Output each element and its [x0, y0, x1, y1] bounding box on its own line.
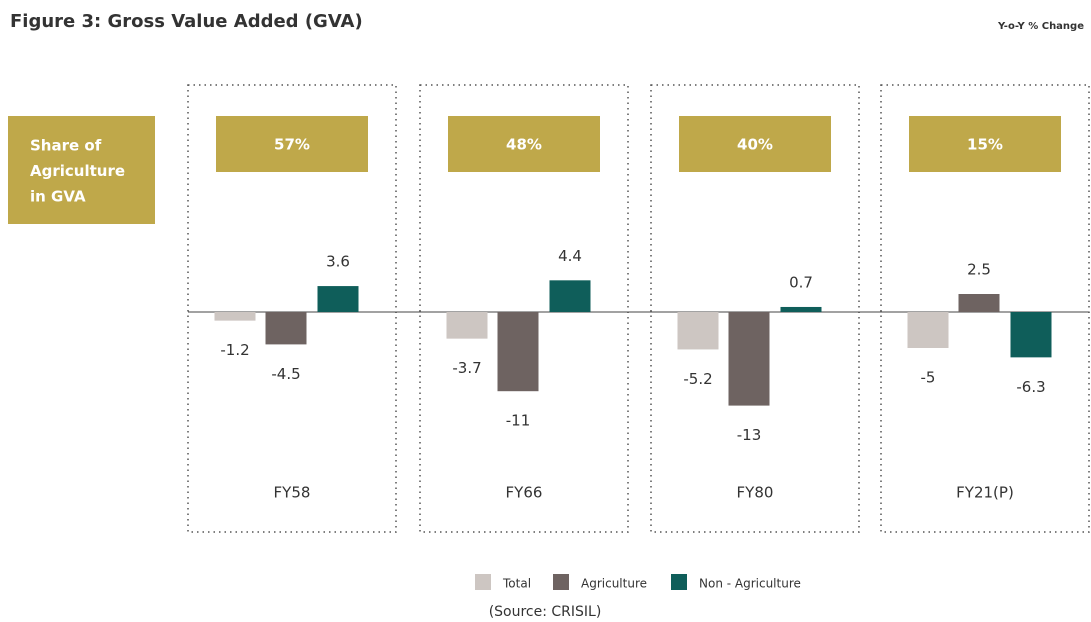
data-label: 0.7 [789, 273, 813, 291]
share-label: Agriculture [30, 162, 125, 180]
legend-label: Non - Agriculture [699, 577, 801, 591]
share-label: in GVA [30, 188, 86, 206]
group-frame [187, 84, 397, 533]
bar [497, 312, 539, 392]
data-label: 3.6 [326, 253, 350, 271]
data-label: -6.3 [1016, 378, 1045, 396]
bar [549, 280, 591, 312]
bar [1010, 312, 1052, 358]
share-value: 15% [967, 136, 1003, 154]
share-value: 40% [737, 136, 773, 154]
data-label: -11 [506, 412, 531, 430]
legend-swatch [475, 574, 491, 590]
bar [958, 294, 1000, 312]
legend-label: Agriculture [581, 577, 647, 591]
bar [728, 312, 770, 406]
legend-swatch [671, 574, 687, 590]
chart-subtitle: Y-o-Y % Change [997, 21, 1084, 32]
share-box [909, 116, 1061, 172]
bar [446, 312, 488, 339]
bar [780, 306, 822, 312]
group-frame [880, 84, 1090, 533]
share-label: Share of [30, 137, 102, 155]
source: (Source: CRISIL) [489, 604, 602, 620]
share-box [448, 116, 600, 172]
group-frame [419, 84, 629, 533]
x-tick-label: FY80 [737, 484, 774, 502]
x-tick-label: FY21(P) [956, 484, 1014, 502]
share-box [679, 116, 831, 172]
group-frame [650, 84, 860, 533]
bar [677, 312, 719, 350]
chart-title: Figure 3: Gross Value Added (GVA) [10, 11, 363, 32]
data-label: -5 [921, 369, 936, 387]
bar [214, 312, 256, 321]
bar [317, 286, 359, 312]
data-label: -4.5 [271, 365, 300, 383]
legend-swatch [553, 574, 569, 590]
legend-label: Total [502, 577, 531, 591]
x-tick-label: FY58 [274, 484, 311, 502]
x-tick-label: FY66 [506, 484, 543, 502]
share-box [216, 116, 368, 172]
bar [265, 312, 307, 345]
data-label: -1.2 [220, 341, 249, 359]
share-value: 48% [506, 136, 542, 154]
data-label: -13 [737, 426, 762, 444]
share-label-box [8, 116, 155, 224]
share-value: 57% [274, 136, 310, 154]
data-label: -5.2 [683, 370, 712, 388]
data-label: 2.5 [967, 261, 991, 279]
data-label: -3.7 [452, 359, 481, 377]
bar [907, 312, 949, 348]
data-label: 4.4 [558, 247, 582, 265]
